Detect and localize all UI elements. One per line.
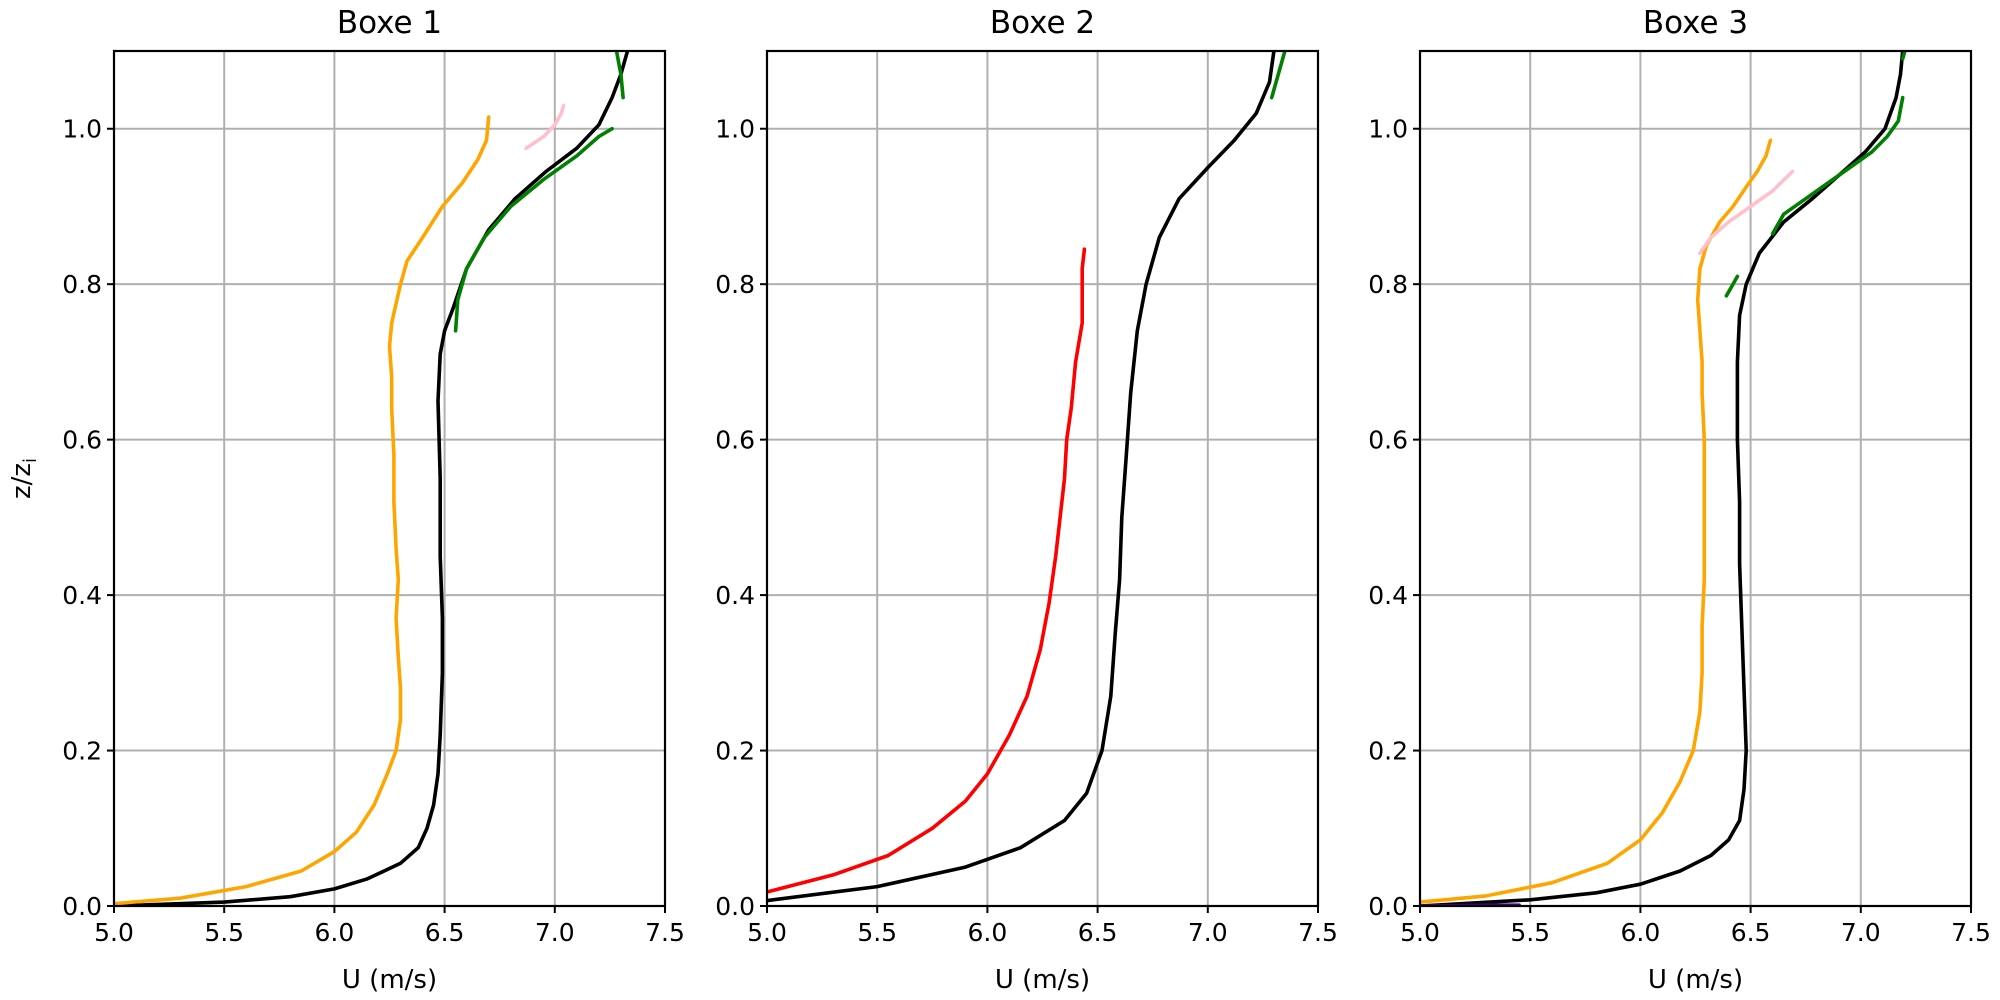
x-tick-label: 7.0: [1188, 918, 1228, 947]
y-tick-label: 1.0: [1368, 115, 1408, 144]
y-tick-label: 0.4: [1368, 581, 1408, 610]
y-tick-label: 0.2: [1368, 737, 1408, 766]
x-tick-label: 7.0: [1841, 918, 1881, 947]
y-tick-label: 1.0: [62, 115, 102, 144]
series-line-4: [453, 126, 614, 333]
x-tick-label: 5.0: [94, 918, 134, 947]
y-tick-label: 0.8: [62, 270, 102, 299]
y-tick-label: 1.0: [715, 115, 755, 144]
plot-frame: [112, 49, 667, 908]
x-tick-label: 5.5: [1510, 918, 1550, 947]
series-line-5: [1770, 95, 1905, 236]
x-tick-label: 7.5: [645, 918, 685, 947]
x-axis-label: U (m/s): [342, 965, 437, 995]
x-axis-label: U (m/s): [995, 965, 1090, 995]
y-axis-label-main: z/z: [7, 463, 37, 499]
x-axis-label: U (m/s): [1648, 965, 1743, 995]
panel-3: 5.0 5.5 6.0 6.5 7.0 7.5 0.0 0.2 0.4 0.6 0.8 1.0 Boxe…: [1368, 5, 1991, 995]
series-line-1: [114, 51, 630, 906]
x-tick-label: 7.5: [1298, 918, 1338, 947]
series-line-2: [1420, 138, 1773, 904]
x-tick-label: 5.0: [747, 918, 787, 947]
plot-frame: [1418, 49, 1973, 908]
x-tick-label: 6.5: [1731, 918, 1771, 947]
panel-title: Boxe 2: [990, 5, 1095, 41]
y-tick-label: 0.2: [715, 737, 755, 766]
y-axis-label: z/zi: [7, 458, 41, 499]
series-line-6: [1900, 51, 1907, 61]
x-tick-label: 6.5: [1078, 918, 1118, 947]
series-line-2: [114, 115, 491, 906]
y-tick-label: 0.8: [715, 270, 755, 299]
panel-2: 5.0 5.5 6.0 6.5 7.0 7.5 0.0 0.2 0.4 0.6 0.8 1.0 Boxe…: [715, 5, 1338, 995]
y-tick-label: 0.6: [62, 426, 102, 455]
x-tick-label: 7.0: [535, 918, 575, 947]
x-tick-label: 7.5: [1951, 918, 1991, 947]
x-tick-label: 6.0: [315, 918, 355, 947]
series-line-3: [524, 103, 566, 150]
x-tick-label: 6.0: [968, 918, 1008, 947]
plot-frame: [765, 49, 1320, 908]
x-tick-label: 6.0: [1621, 918, 1661, 947]
y-axis-label-subscript: i: [20, 458, 41, 463]
y-tick-label: 0.0: [1368, 892, 1408, 921]
panel-title: Boxe 1: [337, 5, 442, 41]
series-line-1: [767, 51, 1276, 903]
y-tick-label: 0.0: [62, 892, 102, 921]
panel-1: 5.0 5.5 6.0 6.5 7.0 7.5 0.0 0.2 0.4 0.6 0.8 1.0 Boxe…: [62, 5, 685, 995]
y-tick-label: 0.6: [1368, 426, 1408, 455]
y-tick-label: 0.4: [715, 581, 755, 610]
x-tick-label: 5.5: [204, 918, 244, 947]
series-line-1: [1420, 51, 1905, 906]
y-tick-label: 0.4: [62, 581, 102, 610]
series-line-3: [1269, 51, 1287, 100]
y-tick-label: 0.0: [715, 892, 755, 921]
series-line-3: [1698, 169, 1795, 255]
y-tick-label: 0.6: [715, 426, 755, 455]
series-line-4: [1724, 274, 1740, 298]
x-tick-label: 5.5: [857, 918, 897, 947]
series-line-5: [614, 51, 625, 100]
y-tick-label: 0.8: [1368, 270, 1408, 299]
series-line-2: [767, 247, 1087, 894]
panel-title: Boxe 3: [1643, 5, 1748, 41]
x-tick-label: 6.5: [425, 918, 465, 947]
x-tick-label: 5.0: [1400, 918, 1440, 947]
y-tick-label: 0.2: [62, 737, 102, 766]
